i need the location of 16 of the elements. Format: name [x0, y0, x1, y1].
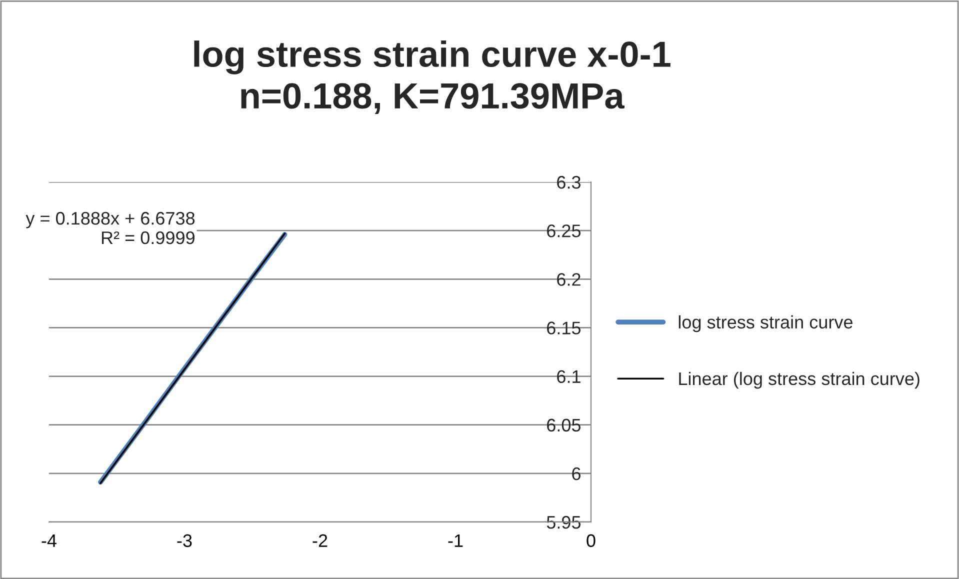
- y-tick-label: 6.2: [557, 273, 580, 286]
- legend-label: log stress strain curve: [678, 315, 852, 332]
- y-tick-label: 6: [572, 467, 580, 480]
- y-tick-label: 6.25: [547, 224, 581, 238]
- y-tick-label: 6.3: [557, 176, 580, 189]
- x-tick-label: -3: [177, 534, 192, 548]
- x-tick-label: -1: [448, 534, 463, 547]
- y-tick-label: 6.05: [547, 418, 581, 432]
- x-tick-label: -4: [42, 534, 56, 547]
- y-tick-label: 6.1: [557, 370, 580, 384]
- annotation: y = 0.1888x + 6.6738 R² = 0.9999: [26, 212, 195, 244]
- y-tick-label: 6.15: [547, 322, 581, 334]
- x-tick-label: 0: [586, 534, 596, 548]
- x-tick-label: -2: [312, 534, 328, 547]
- chart-title: log stress strain curve x-0-1 n=0.188, K=791.39MPa: [194, 40, 670, 114]
- legend-label: Linear (log stress strain curve): [679, 372, 920, 389]
